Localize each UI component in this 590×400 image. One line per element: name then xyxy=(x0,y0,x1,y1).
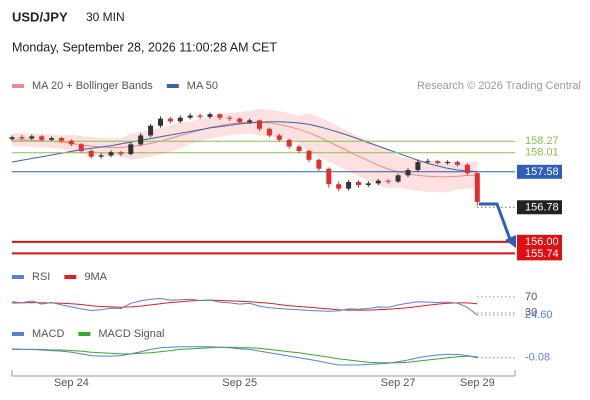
x-tick-label: Sep 25 xyxy=(222,377,257,389)
candle-body xyxy=(276,135,282,140)
level-label: 156.78 xyxy=(525,202,559,214)
candle-body xyxy=(98,155,104,157)
candle-body xyxy=(227,117,233,119)
symbol: USD/JPY xyxy=(12,9,68,24)
candle-body xyxy=(9,137,15,140)
candle-body xyxy=(19,137,25,139)
candle-body xyxy=(326,168,332,185)
candle-body xyxy=(78,144,84,151)
candle-body xyxy=(177,117,183,122)
candle-body xyxy=(128,144,134,155)
arrow-shaft xyxy=(479,202,513,243)
candle-body xyxy=(247,120,253,123)
candle-body xyxy=(405,170,411,176)
candle-body xyxy=(306,150,312,160)
candle-body xyxy=(286,139,292,147)
candle-body xyxy=(29,136,35,139)
candle-body xyxy=(88,150,94,157)
last-value-label: 24.60 xyxy=(525,309,553,321)
legend-label: MA 20 + Bollinger Bands xyxy=(32,80,153,92)
candle-body xyxy=(395,175,401,182)
candle-body xyxy=(375,180,381,184)
y-tick-label: 30 xyxy=(525,307,537,319)
legend-swatch xyxy=(12,332,24,336)
candle-body xyxy=(207,114,213,117)
legend-label: MA 50 xyxy=(187,80,218,92)
level-label: 156.00 xyxy=(525,236,559,248)
legend-swatch xyxy=(78,332,91,336)
candle-body xyxy=(138,135,144,145)
level-box xyxy=(517,164,562,179)
level-box xyxy=(517,246,562,261)
candle-body xyxy=(474,173,480,202)
level-box xyxy=(517,200,562,215)
candle-body xyxy=(385,180,391,182)
candle-body xyxy=(197,115,203,117)
legend-label: RSI xyxy=(32,271,50,283)
candle-body xyxy=(464,164,470,174)
level-label: 158.01 xyxy=(525,147,559,159)
candle-body xyxy=(316,159,322,169)
indicator-line xyxy=(12,346,478,364)
legend-label: MACD Signal xyxy=(98,328,164,340)
forecast-arrow xyxy=(479,202,516,248)
legend-label: MACD xyxy=(32,328,64,340)
ma-line xyxy=(11,121,478,173)
last-value-label: -0.08 xyxy=(525,352,550,364)
level-label: 155.74 xyxy=(525,248,559,260)
interval: 30 MIN xyxy=(86,10,125,24)
candle-body xyxy=(266,128,272,136)
candle-body xyxy=(346,182,352,189)
arrow-head xyxy=(505,235,516,248)
candle-body xyxy=(108,152,114,156)
candle-body xyxy=(217,114,223,118)
candle-body xyxy=(237,118,243,123)
credit: Research © 2026 Trading Central xyxy=(417,80,581,92)
level-label: 158.27 xyxy=(525,135,559,147)
candle-body xyxy=(118,152,124,155)
candle-body xyxy=(356,182,361,186)
candle-body xyxy=(39,136,45,140)
candle-body xyxy=(296,146,302,151)
indicator-line xyxy=(12,299,478,311)
candle-body xyxy=(415,162,421,171)
y-tick-label: 70 xyxy=(525,291,537,303)
x-tick-label: Sep 29 xyxy=(460,377,495,389)
candle-body xyxy=(336,184,342,189)
timestamp: Monday, September 28, 2026 11:00:28 AM C… xyxy=(12,40,277,54)
legend-swatch xyxy=(12,84,24,88)
legend-label: 9MA xyxy=(84,271,107,283)
indicator-line xyxy=(11,346,478,366)
candle-body xyxy=(435,161,441,163)
x-tick-label: Sep 24 xyxy=(54,377,89,389)
candle-body xyxy=(187,115,193,118)
candle-body xyxy=(167,118,173,122)
x-tick-label: Sep 27 xyxy=(381,377,416,389)
candle-body xyxy=(445,162,451,164)
candle-body xyxy=(455,162,460,165)
legend-swatch xyxy=(12,275,24,279)
legend-swatch xyxy=(166,84,179,88)
indicator-line xyxy=(11,297,478,316)
candle-body xyxy=(148,125,154,136)
legend-swatch xyxy=(64,275,77,279)
candle-body xyxy=(158,118,163,126)
candle-body xyxy=(68,140,74,145)
level-box xyxy=(517,234,562,249)
level-label: 157.58 xyxy=(525,166,559,178)
candle-body xyxy=(365,183,371,186)
candle-body xyxy=(49,138,55,140)
candle-body xyxy=(257,120,262,129)
candle-body xyxy=(425,161,431,163)
candle-body xyxy=(59,138,64,141)
